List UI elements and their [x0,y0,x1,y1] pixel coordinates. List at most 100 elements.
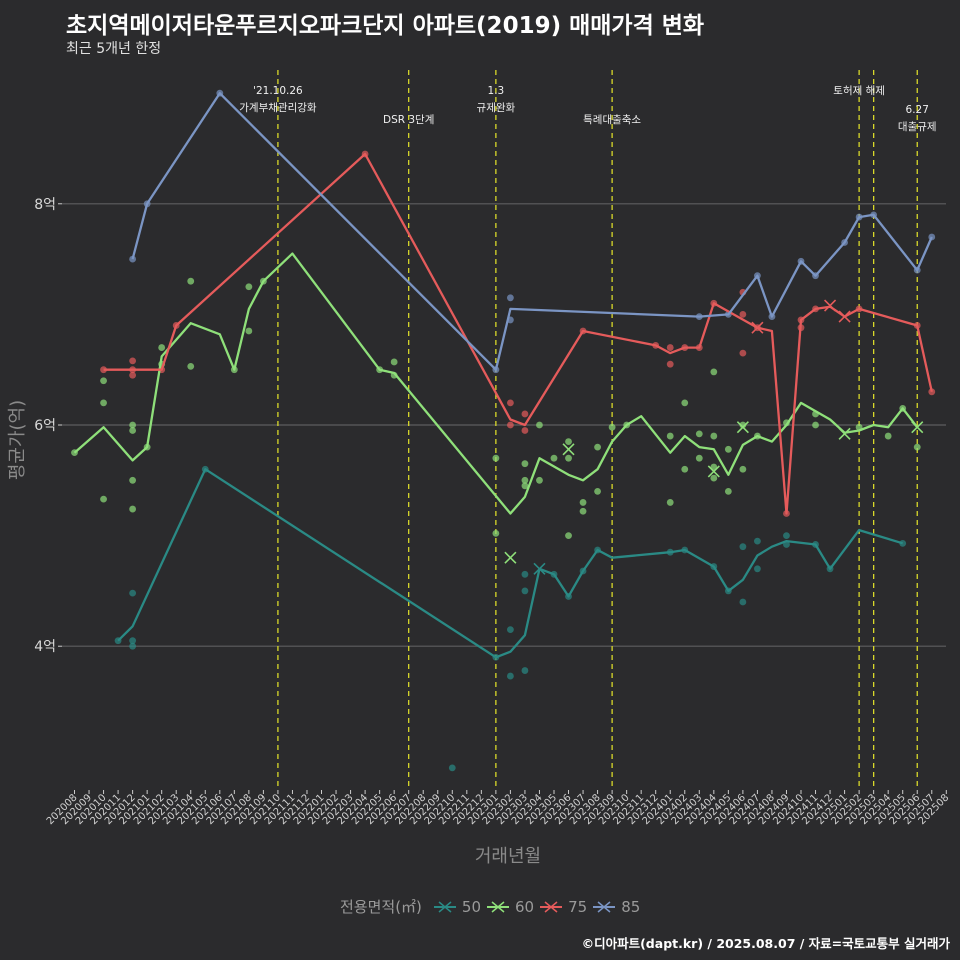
source-caption: ©디아파트(dapt.kr) / 2025.08.07 / 자료=국토교통부 실… [581,936,950,951]
data-point-60 [536,421,543,429]
policy-event-label: DSR 3단계 [383,114,434,126]
y-axis-ticks: 4억 6억 8억 [34,197,62,655]
data-point-60 [245,327,253,335]
cancel-mark-60 [911,421,924,434]
legend-label: 85 [621,897,641,916]
legend-label: 50 [461,897,481,916]
y-tick-label: 8억 [34,197,56,213]
data-point-60 [100,495,107,503]
data-point-50 [783,532,790,540]
legend-items: 50 60 75 85 [428,898,640,916]
data-point-85 [507,294,514,302]
policy-event-label: 6.27 [906,104,929,116]
data-point-75 [100,366,107,374]
data-point-50 [739,543,747,551]
cancel-mark-stroke [504,551,517,564]
policy-event-label: 1.3 [488,85,505,97]
x-axis-ticks: 2020082020092020102020112020122021012021… [45,790,951,827]
data-point-60 [521,460,529,468]
data-point-75 [666,360,674,368]
legend-item-75: 75 [540,898,587,916]
series-line-50 [117,468,904,659]
cancelled-transactions [504,299,924,575]
data-point-50 [521,570,529,578]
cancel-mark-stroke [562,443,575,456]
data-point-60 [565,454,572,462]
legend-title: 전용면적(㎡) [340,898,422,916]
data-point-60 [913,443,921,451]
data-point-75 [928,388,936,396]
cancel-mark-stroke [823,299,837,312]
policy-event-label: 가계부채관리강화 [239,102,317,114]
cancel-mark-stroke [707,465,720,478]
x-axis-label: 거래년월 [474,846,542,867]
data-point-60 [724,445,732,453]
data-point-60 [579,507,587,515]
legend-key-50 [433,900,456,913]
cancel-mark-stroke [751,321,764,334]
data-point-60 [187,277,195,285]
series-line-75 [103,152,933,515]
legend-label: 75 [568,897,588,916]
data-point-75 [129,371,137,379]
data-point-60 [884,432,892,440]
data-point-60 [594,487,601,495]
data-point-60 [812,421,819,429]
data-point-60 [666,499,674,506]
policy-event-label: 대출규제 [898,121,937,133]
data-point-60 [129,421,137,429]
legend-key-60 [487,900,509,913]
data-point-60 [245,283,253,291]
data-point-75 [129,357,137,365]
cancel-mark-stroke [736,421,749,434]
data-point-60 [565,532,572,540]
data-point-60 [594,443,601,451]
cancel-mark-60 [504,551,517,564]
data-point-60 [666,432,674,440]
legend-key-75 [540,900,563,913]
chart-title: 초지역메이저타운푸르지오파크단지 아파트(2019) 매매가격 변화 [66,13,705,39]
data-point-60 [710,474,718,482]
data-point-60 [390,358,398,366]
cancel-mark-75 [823,299,837,312]
y-tick-label: 4억 [34,639,56,655]
legend-item-60: 60 [487,898,534,916]
legend: 전용면적(㎡) 50 60 75 85 [340,896,640,917]
data-point-50 [129,637,137,645]
data-point-60 [492,454,500,462]
data-point-60 [681,399,689,407]
data-point-60 [521,482,529,490]
data-point-60 [739,465,747,473]
data-point-50 [739,598,747,606]
cancel-mark-stroke [533,562,546,575]
legend-key-85 [593,900,616,913]
data-point-50 [521,587,529,595]
data-point-60 [536,476,543,484]
cancel-mark-75 [838,310,851,323]
data-point-50 [129,642,137,650]
grid-lines [62,203,946,647]
series-lines [73,92,933,659]
data-point-60 [724,487,732,495]
data-point-75 [739,349,747,357]
policy-event-label: 토허제 해제 [833,84,885,97]
data-point-50 [507,672,514,680]
cancel-mark-60 [707,465,720,478]
cancel-mark-60 [562,443,575,456]
data-point-60 [681,465,689,473]
data-point-75 [507,399,514,407]
data-point-50 [754,565,761,573]
data-point-60 [521,476,529,484]
series-line-85 [131,92,933,371]
data-point-60 [129,427,137,434]
legend-key-cross [438,900,452,913]
cancel-mark-stroke [911,421,924,434]
data-point-50 [448,764,456,772]
data-point-75 [507,421,514,429]
series-line-60 [73,252,919,515]
data-point-60 [739,421,747,429]
data-point-60 [129,505,137,513]
cancel-mark-60 [736,421,749,434]
y-axis-label: 평균가(억) [7,399,28,481]
